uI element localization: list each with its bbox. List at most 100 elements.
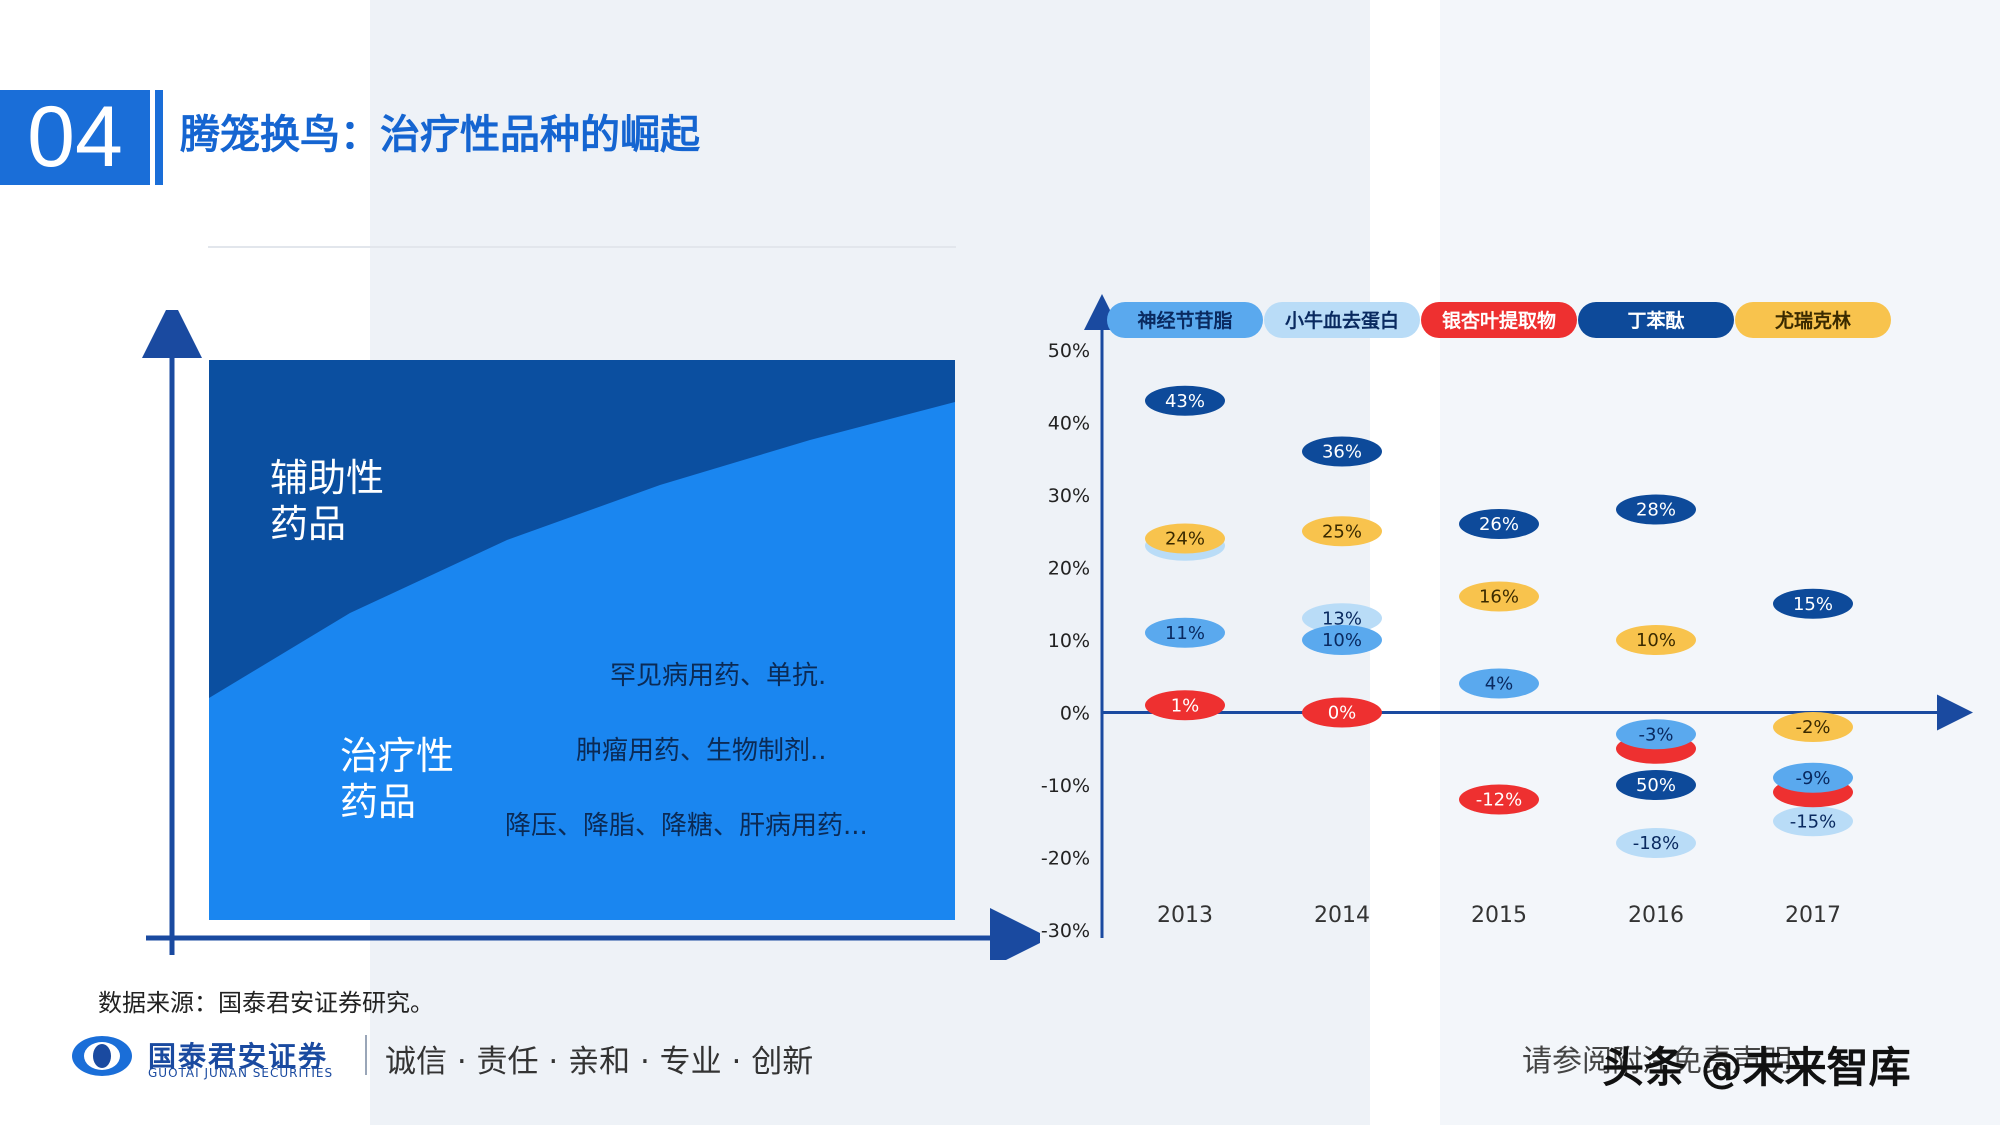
data-bubble <box>1459 668 1539 699</box>
data-bubble <box>1145 617 1225 648</box>
auxiliary-label: 辅助性 药品 <box>270 455 384 547</box>
data-bubble <box>1773 712 1853 742</box>
data-label: 50% <box>1636 775 1676 796</box>
therapeutic-area <box>209 402 955 920</box>
therapeutic-label-line2: 药品 <box>340 780 417 824</box>
data-bubble <box>1616 770 1696 800</box>
y-tick-label: 10% <box>1048 630 1090 652</box>
legend-item: 小牛血去蛋白 <box>1264 302 1420 338</box>
data-point: 26% <box>1459 509 1539 539</box>
x-tick-label: 2013 <box>1157 903 1213 928</box>
source-note: 数据来源：国泰君安证券研究。 <box>98 989 434 1017</box>
x-tick-label: 2014 <box>1314 903 1370 928</box>
company-slogan: 诚信 · 责任 · 亲和 · 专业 · 创新 <box>385 1044 814 1080</box>
data-bubble <box>1459 784 1539 815</box>
data-label: -2% <box>1795 717 1830 738</box>
legend-label: 银杏叶提取物 <box>1442 309 1556 332</box>
legend-label: 神经节苷脂 <box>1137 309 1232 332</box>
legend-label: 小牛血去蛋白 <box>1285 309 1399 332</box>
data-point: 50% <box>1616 770 1696 800</box>
data-bubble <box>1616 719 1696 750</box>
legend-item: 丁苯酞 <box>1578 302 1734 338</box>
data-bubble <box>1616 625 1696 655</box>
data-bubble <box>1773 806 1853 837</box>
therapeutic-label-line1: 治疗性 <box>340 734 455 778</box>
data-label: 24% <box>1165 529 1205 550</box>
data-label: 36% <box>1322 442 1362 463</box>
company-logo <box>72 1036 132 1076</box>
data-bubble <box>1459 581 1539 612</box>
data-label: 16% <box>1479 587 1519 608</box>
data-label: 0% <box>1328 703 1357 724</box>
y-tick-label: -10% <box>1041 775 1090 797</box>
y-tick-label: 30% <box>1048 485 1090 507</box>
bubble-chart-svg: 50% 40% 30% 20% 10% 0% -10% -20% -30% 2013 2014 201… <box>1041 294 1973 942</box>
data-point: 13% <box>1302 603 1382 634</box>
data-bubble <box>1145 385 1225 416</box>
data-bubble <box>1302 436 1382 467</box>
section-divider <box>155 90 163 185</box>
auxiliary-label-line2: 药品 <box>270 502 347 546</box>
data-bubble <box>1302 697 1382 728</box>
data-label: 10% <box>1636 630 1676 651</box>
data-point: -9% <box>1773 762 1853 793</box>
data-label: -9% <box>1795 768 1830 789</box>
data-bubble <box>1302 625 1382 655</box>
data-point: 0% <box>1302 697 1382 728</box>
data-point: 1% <box>1145 690 1225 721</box>
legend-swatch <box>1578 302 1734 338</box>
data-label: 28% <box>1636 500 1676 521</box>
data-point: 4% <box>1459 668 1539 699</box>
data-label: 4% <box>1485 674 1514 695</box>
footer-divider <box>365 1035 367 1075</box>
data-label: -12% <box>1476 790 1523 811</box>
growth-bubble-chart: 50% 40% 30% 20% 10% 0% -10% -20% -30% 2013 2014 201… <box>1020 290 1980 970</box>
y-tick-label: -20% <box>1041 848 1090 870</box>
data-point: 25% <box>1302 516 1382 547</box>
data-label: 11% <box>1165 623 1205 644</box>
data-bubble <box>1302 516 1382 547</box>
legend-item: 神经节苷脂 <box>1107 302 1263 338</box>
data-label: -18% <box>1633 833 1680 854</box>
data-bubble <box>1616 494 1696 525</box>
therapeutic-label: 治疗性 药品 <box>340 733 454 825</box>
data-label: 26% <box>1479 514 1519 535</box>
company-name: 国泰君安证券 <box>148 1040 329 1073</box>
data-point: 15% <box>1773 588 1853 619</box>
data-bubble <box>1773 762 1853 793</box>
data-bubble <box>1773 588 1853 619</box>
data-label: 10% <box>1322 630 1362 651</box>
data-point: 16% <box>1459 581 1539 612</box>
data-label: -15% <box>1790 811 1837 832</box>
data-point: -3% <box>1616 719 1696 750</box>
legend-swatch <box>1107 302 1263 338</box>
legend-swatch <box>1264 302 1420 338</box>
disclaimer-note: 请参阅附注免责声明 <box>1522 1044 1792 1079</box>
data-label: 15% <box>1793 594 1833 615</box>
page-title: 腾笼换鸟：治疗性品种的崛起 <box>180 112 700 158</box>
data-point: 10% <box>1616 625 1696 655</box>
data-bubble <box>1145 523 1225 554</box>
data-label: 13% <box>1322 608 1362 629</box>
x-tick-label: 2017 <box>1785 903 1841 928</box>
section-number: 04 <box>0 90 150 185</box>
x-tick-label: 2015 <box>1471 903 1527 928</box>
data-bubble <box>1145 690 1225 721</box>
data-bubble <box>1459 509 1539 539</box>
legend-swatch <box>1421 302 1577 338</box>
y-tick-label: 0% <box>1060 703 1090 725</box>
therapeutic-text-row2: 肿瘤用药、生物制剂.. <box>576 736 827 766</box>
legend-label: 丁苯酞 <box>1627 309 1684 332</box>
data-point: 24% <box>1145 523 1225 554</box>
data-point: 43% <box>1145 385 1225 416</box>
title-rule <box>208 246 956 248</box>
data-point: 10% <box>1302 625 1382 655</box>
data-point: -15% <box>1773 806 1853 837</box>
y-tick-label: 50% <box>1048 340 1090 362</box>
legend-item: 尤瑞克林 <box>1735 302 1891 338</box>
company-english-name: GUOTAI JUNAN SECURITIES <box>148 1066 334 1080</box>
data-point: -18% <box>1616 828 1696 858</box>
data-label: 25% <box>1322 521 1362 542</box>
data-point: 11% <box>1145 617 1225 648</box>
data-bubble <box>1302 603 1382 634</box>
